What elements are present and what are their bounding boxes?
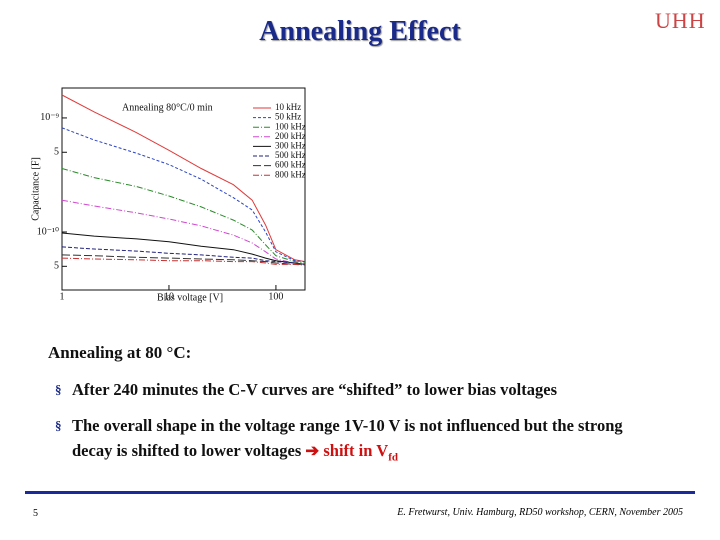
x-tick-label: 10 bbox=[164, 291, 174, 302]
series-line bbox=[61, 94, 306, 263]
y-tick-label: 5 bbox=[54, 147, 59, 158]
bullet-text: The overall shape in the voltage range 1… bbox=[72, 416, 623, 460]
footer-credit: E. Fretwurst, Univ. Hamburg, RD50 worksh… bbox=[397, 507, 683, 518]
series-line bbox=[61, 168, 306, 264]
y-tick-label: 5 bbox=[54, 261, 59, 272]
bullet-marker: § bbox=[55, 382, 62, 397]
slide-title: Annealing Effect bbox=[259, 16, 461, 47]
legend-label: 100 kHz bbox=[275, 121, 306, 131]
heading: Annealing at 80 °C: bbox=[48, 343, 192, 362]
bullet-text-wrap: The overall shape in the voltage range 1… bbox=[72, 413, 665, 470]
legend-label: 50 kHz bbox=[275, 112, 301, 122]
legend-label: 600 kHz bbox=[275, 160, 306, 170]
bullet: § The overall shape in the voltage range… bbox=[55, 413, 665, 470]
x-axis-label: Bias voltage [V] bbox=[157, 292, 223, 303]
chart: Capacitance [F] Bias voltage [V] Anneali… bbox=[30, 87, 306, 303]
bullet-marker: § bbox=[55, 418, 62, 433]
legend-label: 300 kHz bbox=[275, 140, 306, 150]
logo: UHH bbox=[655, 8, 706, 33]
x-tick-label: 1 bbox=[60, 291, 65, 302]
bullet: § After 240 minutes the C-V curves are “… bbox=[55, 377, 665, 402]
series-line bbox=[61, 232, 306, 265]
annotation: Annealing 80°C/0 min bbox=[122, 102, 213, 113]
subscript: fd bbox=[388, 451, 398, 464]
legend-label: 10 kHz bbox=[275, 102, 301, 112]
legend-label: 200 kHz bbox=[275, 131, 306, 141]
series-line bbox=[61, 257, 306, 266]
y-axis-label: Capacitance [F] bbox=[30, 157, 41, 221]
x-tick-label: 100 bbox=[268, 291, 283, 302]
series-line bbox=[61, 127, 306, 263]
y-tick-label: 10⁻¹⁰ bbox=[37, 226, 59, 237]
plot-frame bbox=[61, 87, 306, 291]
highlight: shift in V bbox=[323, 441, 389, 460]
legend-label: 800 kHz bbox=[275, 169, 306, 179]
bullet-text: After 240 minutes the C-V curves are “sh… bbox=[72, 380, 558, 399]
y-tick-label: 10⁻⁹ bbox=[40, 112, 59, 123]
series-line bbox=[61, 246, 306, 265]
series-line bbox=[61, 254, 305, 265]
footer-rule bbox=[25, 491, 695, 494]
page-number: 5 bbox=[33, 508, 38, 519]
legend-label: 500 kHz bbox=[275, 150, 306, 160]
arrow: ➔ bbox=[305, 441, 320, 460]
